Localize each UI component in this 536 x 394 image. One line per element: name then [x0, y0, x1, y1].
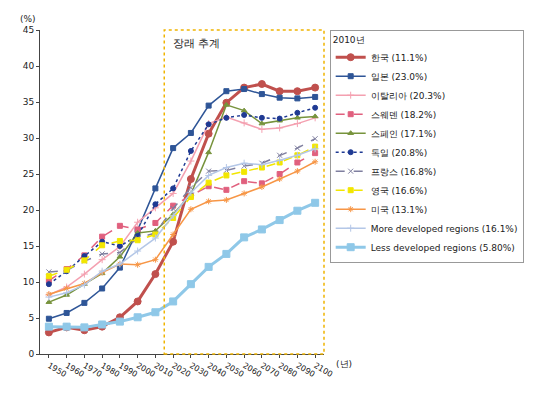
- svg-text:2020: 2020: [170, 361, 192, 379]
- svg-text:2010: 2010: [152, 361, 174, 379]
- svg-text:More developed regions (16.1%): More developed regions (16.1%): [371, 224, 518, 234]
- svg-text:30: 30: [23, 133, 35, 143]
- svg-text:(년): (년): [336, 359, 352, 369]
- svg-text:1950: 1950: [46, 361, 68, 379]
- svg-text:이탈리아 (20.3%): 이탈리아 (20.3%): [371, 91, 445, 101]
- svg-text:스페인 (17.1%): 스페인 (17.1%): [371, 129, 436, 139]
- svg-text:25: 25: [23, 169, 34, 179]
- svg-text:영국 (16.6%): 영국 (16.6%): [371, 186, 427, 196]
- svg-text:20: 20: [23, 205, 35, 215]
- svg-text:5: 5: [28, 313, 34, 323]
- svg-text:Less developed regions (5.80%): Less developed regions (5.80%): [371, 243, 515, 253]
- svg-text:2090: 2090: [294, 361, 316, 379]
- svg-text:1980: 1980: [99, 361, 121, 379]
- svg-text:2080: 2080: [277, 361, 299, 379]
- svg-text:2060: 2060: [241, 361, 263, 379]
- svg-text:2070: 2070: [259, 361, 281, 379]
- svg-text:(%): (%): [20, 14, 36, 24]
- svg-text:1970: 1970: [81, 361, 103, 379]
- svg-text:2000: 2000: [135, 361, 157, 379]
- svg-text:2100: 2100: [312, 361, 334, 379]
- svg-text:프랑스 (16.8%): 프랑스 (16.8%): [371, 167, 436, 177]
- svg-text:1990: 1990: [117, 361, 139, 379]
- svg-text:2050: 2050: [223, 361, 245, 379]
- svg-text:독일 (20.8%): 독일 (20.8%): [371, 148, 427, 158]
- svg-text:2040: 2040: [206, 361, 228, 379]
- svg-text:미국 (13.1%): 미국 (13.1%): [371, 205, 427, 215]
- svg-text:장래 추계: 장래 추계: [173, 37, 221, 50]
- svg-text:2010년: 2010년: [333, 35, 365, 45]
- svg-text:45: 45: [23, 25, 34, 35]
- svg-text:일본 (23.0%): 일본 (23.0%): [371, 72, 427, 82]
- svg-text:35: 35: [23, 97, 34, 107]
- svg-text:40: 40: [23, 61, 35, 71]
- svg-text:스웨덴 (18.2%): 스웨덴 (18.2%): [371, 110, 436, 120]
- svg-text:15: 15: [23, 241, 34, 251]
- svg-text:0: 0: [28, 349, 34, 359]
- svg-text:10: 10: [23, 277, 35, 287]
- svg-text:2030: 2030: [188, 361, 210, 379]
- svg-text:한국 (11.1%): 한국 (11.1%): [371, 53, 427, 63]
- svg-text:1960: 1960: [64, 361, 86, 379]
